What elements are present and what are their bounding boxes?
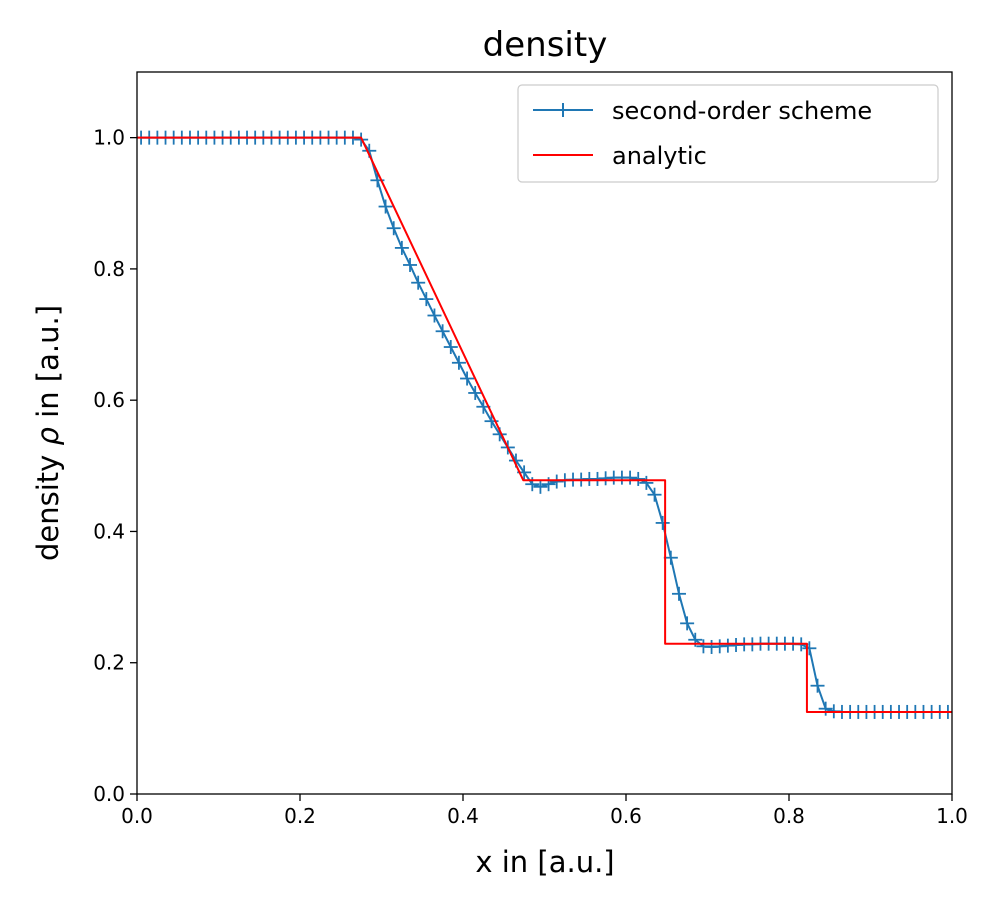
x-tick-label: 0.0: [121, 804, 153, 828]
y-tick-label: 0.0: [93, 782, 125, 806]
x-tick-label: 0.6: [610, 804, 642, 828]
data-point: [451, 355, 466, 370]
y-axis: 0.0 0.2 0.4 0.6 0.8 1.0: [93, 126, 137, 806]
y-axis-label: density ρ in [a.u.]: [31, 305, 65, 561]
data-point: [419, 292, 434, 307]
data-point: [443, 340, 458, 355]
data-point: [403, 257, 418, 272]
data-point: [394, 240, 409, 255]
data-point: [663, 550, 678, 565]
y-tick-label: 0.8: [93, 257, 125, 281]
y-tick-label: 1.0: [93, 126, 125, 150]
legend-label-scheme: second-order scheme: [612, 97, 872, 125]
x-tick-label: 0.2: [284, 804, 316, 828]
x-tick-label: 1.0: [936, 804, 968, 828]
legend: second-order scheme analytic: [517, 84, 939, 183]
data-point: [386, 221, 401, 236]
legend-label-analytic: analytic: [612, 142, 707, 170]
data-point: [468, 385, 483, 400]
data-point: [549, 474, 564, 489]
data-point: [655, 515, 670, 530]
y-tick-label: 0.2: [93, 651, 125, 675]
data-point: [411, 275, 426, 290]
data-point: [802, 641, 817, 656]
legend-entry-analytic: analytic: [533, 142, 707, 170]
data-point: [680, 616, 695, 631]
data-point: [810, 678, 825, 693]
plot-area: [137, 130, 952, 719]
data-point: [460, 371, 475, 386]
data-point: [623, 470, 638, 485]
data-point: [647, 487, 662, 502]
series-0: [137, 130, 952, 719]
y-axis-label-prefix: density: [31, 445, 65, 561]
data-point: [378, 199, 393, 214]
x-tick-label: 0.8: [773, 804, 805, 828]
data-point: [818, 701, 833, 716]
legend-box: [517, 84, 939, 183]
y-tick-label: 0.4: [93, 519, 125, 543]
x-axis-label: x in [a.u.]: [475, 845, 614, 879]
y-axis-label-symbol: ρ: [31, 426, 65, 445]
chart-title: density: [483, 25, 608, 65]
x-axis: 0.0 0.2 0.4 0.6 0.8 1.0: [121, 794, 968, 828]
series-1: [137, 136, 952, 713]
data-point: [533, 479, 548, 494]
data-point: [427, 308, 442, 323]
y-axis-label-suffix: in [a.u.]: [31, 305, 65, 427]
legend-entry-scheme: second-order scheme: [533, 97, 872, 125]
series-line: [141, 136, 948, 713]
data-point: [435, 324, 450, 339]
y-tick-label: 0.6: [93, 388, 125, 412]
series-layer: [137, 130, 952, 719]
plot-frame: [136, 71, 953, 795]
data-point: [631, 471, 646, 486]
data-point: [639, 475, 654, 490]
series-line: [137, 136, 952, 713]
x-tick-label: 0.4: [447, 804, 479, 828]
data-point: [671, 586, 686, 601]
